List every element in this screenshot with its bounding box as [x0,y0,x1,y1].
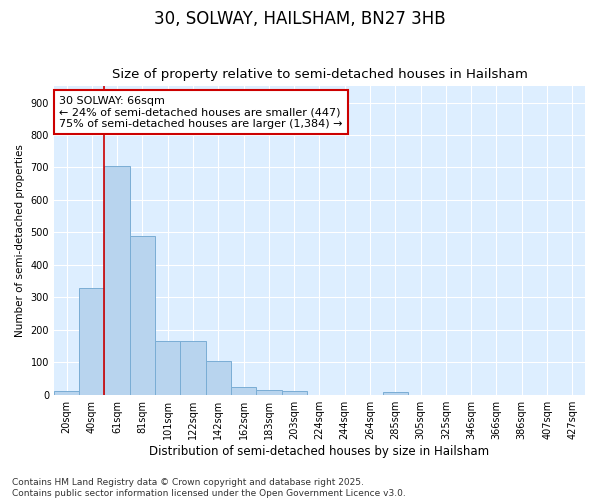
Bar [104,166,130,394]
Bar [155,341,181,394]
Text: 30 SOLWAY: 66sqm
← 24% of semi-detached houses are smaller (447)
75% of semi-det: 30 SOLWAY: 66sqm ← 24% of semi-detached … [59,96,343,129]
Text: Contains HM Land Registry data © Crown copyright and database right 2025.
Contai: Contains HM Land Registry data © Crown c… [12,478,406,498]
X-axis label: Distribution of semi-detached houses by size in Hailsham: Distribution of semi-detached houses by … [149,444,490,458]
Bar [130,236,155,394]
Y-axis label: Number of semi-detached properties: Number of semi-detached properties [15,144,25,337]
Bar [231,386,256,394]
Bar [54,392,79,394]
Text: 30, SOLWAY, HAILSHAM, BN27 3HB: 30, SOLWAY, HAILSHAM, BN27 3HB [154,10,446,28]
Bar [281,392,307,394]
Bar [79,288,104,395]
Bar [206,360,231,394]
Title: Size of property relative to semi-detached houses in Hailsham: Size of property relative to semi-detach… [112,68,527,81]
Bar [256,390,281,394]
Bar [181,341,206,394]
Bar [383,392,408,394]
